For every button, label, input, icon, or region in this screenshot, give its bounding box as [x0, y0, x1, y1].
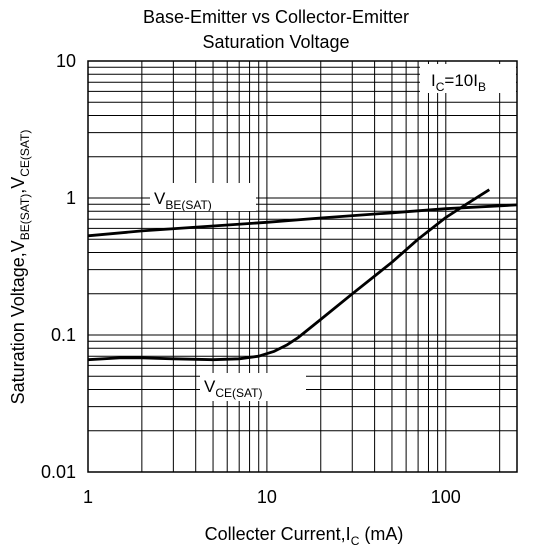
y-tick-label: 10 — [56, 51, 76, 71]
x-axis-label: Collecter Current,IC (mA) — [205, 524, 404, 548]
y-axis-label: Saturation Voltage,VBE(SAT),VCE(SAT) — [8, 130, 32, 405]
y-tick-label: 0.01 — [41, 462, 76, 482]
y-tick-label: 0.1 — [51, 325, 76, 345]
x-tick-labels: 1 10 100 — [83, 487, 461, 507]
series-label-vce-sat: VCE(SAT) — [204, 377, 262, 400]
x-tick-label: 100 — [431, 487, 461, 507]
series-line-vbe-sat — [87, 203, 518, 238]
condition-label: IC=10IB — [431, 71, 486, 94]
label-bg-vce — [200, 373, 306, 401]
plot-frame — [87, 60, 518, 473]
label-bg-vbe — [150, 183, 256, 211]
chart-title-line-2: Saturation Voltage — [202, 32, 349, 52]
series-line-vce-sat — [87, 188, 491, 362]
y-tick-label: 1 — [66, 188, 76, 208]
condition-bg — [420, 64, 516, 93]
grid — [88, 61, 517, 472]
x-tick-label: 1 — [83, 487, 93, 507]
chart-title-line-1: Base-Emitter vs Collector-Emitter — [143, 7, 409, 27]
y-tick-labels: 10 1 0.1 0.01 — [41, 51, 76, 482]
x-tick-label: 10 — [257, 487, 277, 507]
series-label-vbe-sat: VBE(SAT) — [154, 189, 212, 212]
